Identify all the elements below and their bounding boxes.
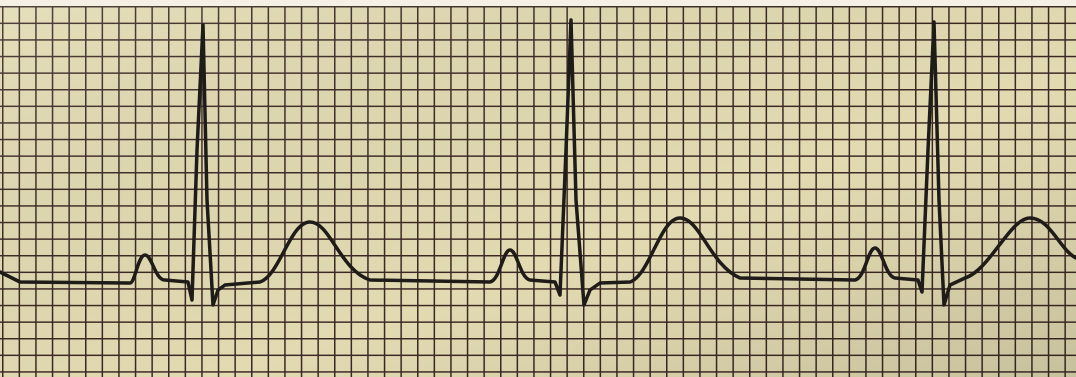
page-body (0, 0, 1076, 377)
paper-shading (0, 0, 1076, 377)
ecg-photo (0, 0, 1076, 377)
page: ECG strip {} html, body { margin: 0; pad… (0, 0, 1076, 377)
paper-top-edge (0, 0, 1076, 6)
